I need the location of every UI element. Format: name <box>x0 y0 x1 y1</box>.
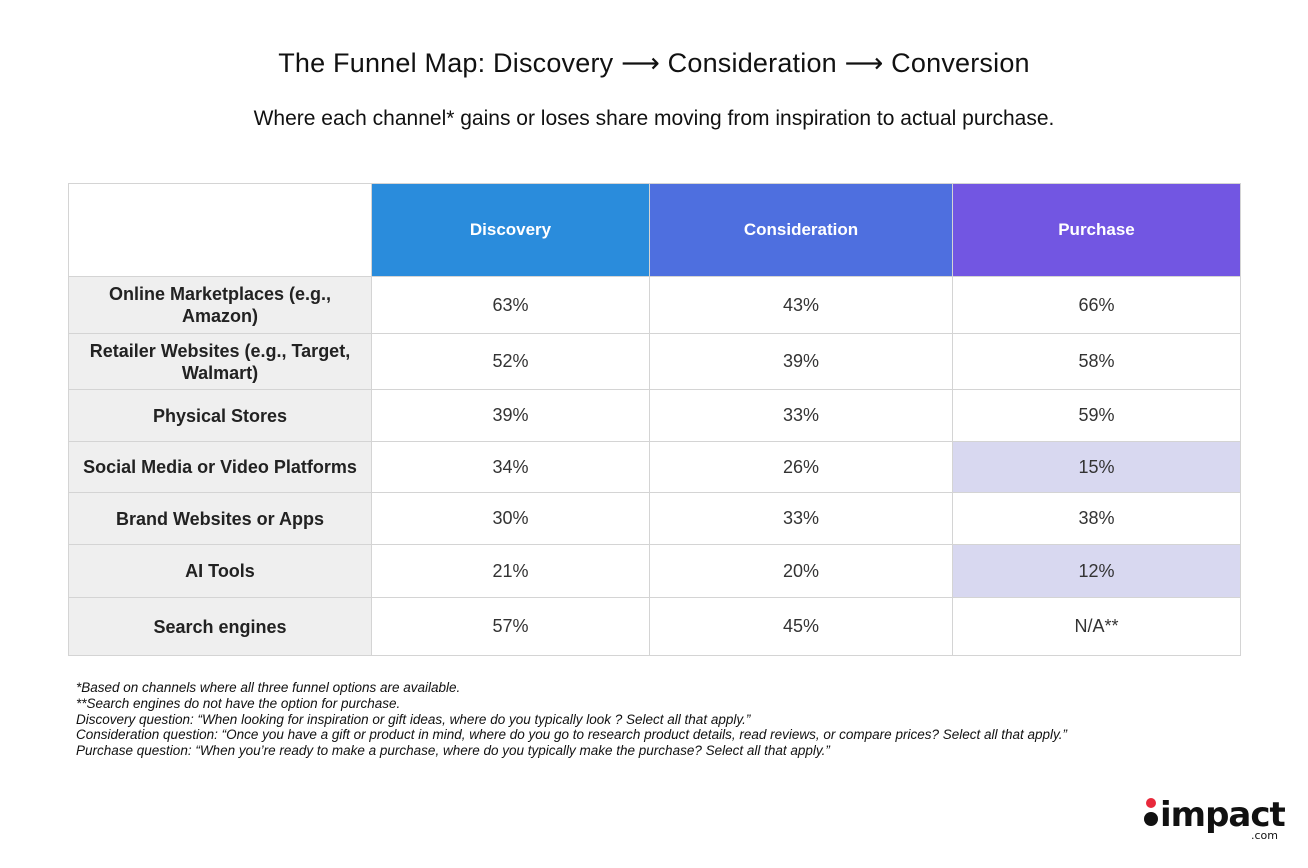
value-cell: 34% <box>371 441 650 493</box>
funnel-table: Discovery Consideration Purchase Online … <box>68 183 1241 656</box>
column-header-purchase: Purchase <box>952 183 1241 277</box>
value-cell: 20% <box>649 544 953 598</box>
table-row: Physical Stores 39% 33% 59% <box>68 389 1241 442</box>
logo-suffix: .com <box>1251 829 1278 842</box>
logo-black-dot-icon <box>1144 812 1158 826</box>
value-cell: 66% <box>952 276 1241 334</box>
footnote-line: **Search engines do not have the option … <box>76 695 401 711</box>
value-cell: 12% <box>952 544 1241 598</box>
table-row: Search engines 57% 45% N/A** <box>68 597 1241 656</box>
value-cell: 58% <box>952 333 1241 390</box>
value-cell: 33% <box>649 492 953 545</box>
footnote-line: Purchase question: “When you’re ready to… <box>76 743 830 759</box>
table-row: Retailer Websites (e.g., Target, Walmart… <box>68 333 1241 390</box>
value-cell: 43% <box>649 276 953 334</box>
row-label: Online Marketplaces (e.g., Amazon) <box>68 276 372 334</box>
impact-logo: impact .com <box>1142 795 1286 844</box>
value-cell: 45% <box>649 597 953 656</box>
column-header-discovery: Discovery <box>371 183 650 277</box>
column-header-consideration: Consideration <box>649 183 953 277</box>
footnote-line: Discovery question: “When looking for in… <box>76 711 751 727</box>
table-row: AI Tools 21% 20% 12% <box>68 544 1241 598</box>
footnote-line: *Based on channels where all three funne… <box>76 680 461 695</box>
value-cell: 39% <box>371 389 650 442</box>
chart-subtitle: Where each channel* gains or loses share… <box>253 107 1055 130</box>
row-label: Physical Stores <box>68 389 372 442</box>
footnotes: *Based on channels where all three funne… <box>76 680 1067 759</box>
header-row: Discovery Consideration Purchase <box>68 183 1241 277</box>
value-cell: 57% <box>371 597 650 656</box>
value-cell: 15% <box>952 441 1241 493</box>
table-row: Online Marketplaces (e.g., Amazon) 63% 43%… <box>68 276 1241 334</box>
value-cell: 21% <box>371 544 650 598</box>
value-cell: N/A** <box>952 597 1241 656</box>
row-label: Retailer Websites (e.g., Target, Walmart… <box>68 333 372 390</box>
value-cell: 63% <box>371 276 650 334</box>
row-label: Search engines <box>68 597 372 656</box>
logo-red-dot-icon <box>1146 798 1156 808</box>
value-cell: 26% <box>649 441 953 493</box>
value-cell: 39% <box>649 333 953 390</box>
corner-cell <box>68 183 372 277</box>
value-cell: 59% <box>952 389 1241 442</box>
chart-title: The Funnel Map: Discovery ⟶ Consideratio… <box>278 48 1030 78</box>
value-cell: 33% <box>649 389 953 442</box>
table-body: Online Marketplaces (e.g., Amazon) 63% 43%… <box>68 276 1241 656</box>
table-row: Social Media or Video Platforms 34% 26% 15% <box>68 441 1241 493</box>
value-cell: 52% <box>371 333 650 390</box>
row-label: Social Media or Video Platforms <box>68 441 372 493</box>
row-label: Brand Websites or Apps <box>68 492 372 545</box>
footnote-line: Consideration question: “Once you have a… <box>76 727 1068 743</box>
value-cell: 30% <box>371 492 650 545</box>
value-cell: 38% <box>952 492 1241 545</box>
table-row: Brand Websites or Apps 30% 33% 38% <box>68 492 1241 545</box>
row-label: AI Tools <box>68 544 372 598</box>
logo-wordmark: impact <box>1160 795 1286 835</box>
